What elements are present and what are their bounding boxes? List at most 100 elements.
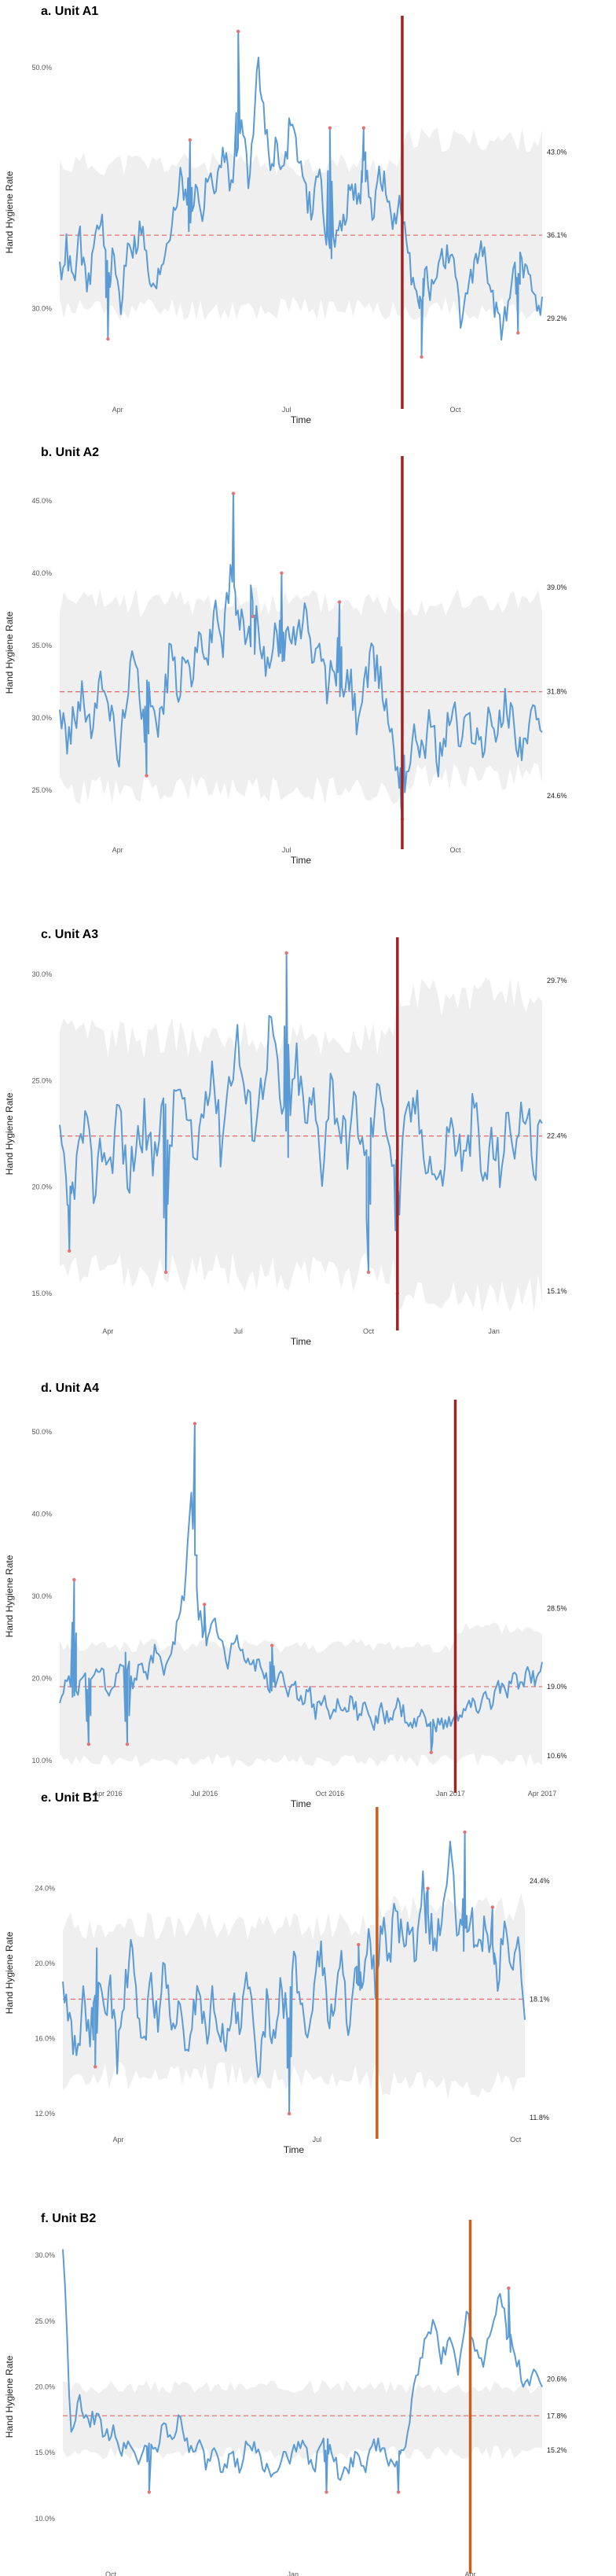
prediction-band [63,2379,542,2460]
reference-label: 28.5% [547,1605,567,1613]
x-tick-label: Oct [363,1327,375,1335]
y-tick-label: 10.0% [31,1757,52,1765]
reference-label: 17.8% [547,2412,567,2420]
outlier-point [463,1830,467,1834]
y-tick-label: 30.0% [31,305,52,313]
outlier-point [145,774,148,778]
x-tick-label: Apr [112,846,123,854]
outlier-point [280,571,284,575]
x-tick-label: Jul [233,1327,243,1335]
outlier-point [163,1270,168,1275]
outlier-point [396,2490,401,2494]
prediction-band [60,127,542,321]
chart-1: 30.0% 50.0% Apr Jul Oct 43.0% 36.1% 29.2% Time Ha… [4,16,567,425]
outlier-point [426,1886,430,1890]
x-tick-label: Apr 2016 [94,1790,123,1798]
x-tick-label: Apr [113,2136,124,2144]
y-tick-label: 25.0% [35,2317,55,2325]
outlier-point [490,1905,495,1909]
x-axis-label: Time [284,2144,305,2155]
x-tick-label: Oct 2016 [316,1790,345,1798]
y-tick-label: 20.0% [31,1675,52,1683]
y-tick-label: 40.0% [31,569,52,577]
outlier-point [192,1422,197,1426]
outlier-point [203,1603,207,1606]
chart-2: 25.0% 30.0% 35.0% 40.0% 45.0% Apr Jul Oct 39.0% 3… [4,456,567,866]
x-axis-label: Time [291,1798,312,1809]
reference-label: 22.4% [547,1132,567,1140]
y-tick-label: 20.0% [35,2383,55,2390]
x-tick-label: Apr [464,2570,475,2576]
y-tick-label: 30.0% [35,2251,55,2259]
x-tick-label: Oct [449,846,461,854]
y-tick-label: 25.0% [31,1076,52,1084]
series-line [62,1831,526,2115]
outlier-point [68,1249,72,1253]
series-line [59,492,543,820]
x-tick-label: Jan [288,2570,299,2576]
y-tick-label: 15.0% [31,1290,52,1297]
y-tick-label: 50.0% [31,64,52,72]
prediction-band [63,1893,525,2099]
reference-label: 43.0% [547,148,567,156]
outlier-point [361,126,366,130]
x-tick-label: Jul [282,406,292,414]
y-tick-label: 16.0% [35,2035,55,2043]
x-tick-label: Jul [282,846,292,854]
reference-label: 29.7% [547,977,567,984]
x-tick-label: Jan [488,1327,500,1335]
reference-label: 10.6% [547,1752,567,1760]
panel-title: b. Unit A2 [41,446,100,459]
reference-label: 31.8% [547,688,567,696]
y-tick-label: 30.0% [31,970,52,978]
outlier-point [337,600,342,604]
outlier-point [93,2065,97,2069]
outlier-point [516,331,520,335]
y-tick-label: 50.0% [31,1428,52,1436]
x-tick-label: Apr 2017 [528,1790,557,1798]
x-tick-label: Apr [102,1327,113,1335]
reference-label: 11.8% [530,2114,549,2122]
outlier-point [86,1742,91,1746]
y-tick-label: 30.0% [31,1592,52,1600]
outlier-point [188,138,192,142]
x-tick-label: Oct [449,406,461,414]
y-tick-label: 25.0% [31,786,52,794]
y-axis-label: Hand Hygiene Rate [4,2355,15,2438]
reference-label: 24.4% [530,1877,550,1885]
reference-label: 29.2% [547,315,567,322]
chart-5: 12.0% 16.0% 20.0% 24.0% Apr Jul Oct 24.4% 18.1% 1… [4,1807,550,2155]
outlier-point [287,2111,292,2116]
reference-label: 19.0% [547,1683,567,1691]
series-line [62,2249,543,2493]
y-tick-label: 24.0% [35,1885,55,1893]
y-tick-label: 20.0% [35,1960,55,1967]
y-tick-label: 30.0% [31,714,52,722]
y-axis-label: Hand Hygiene Rate [4,1931,15,2014]
panel-title: e. Unit B1 [41,1791,99,1805]
x-tick-label: Apr [112,406,123,414]
x-tick-label: Jul 2016 [191,1790,218,1798]
outlier-point [72,1577,76,1582]
y-tick-label: 20.0% [31,1183,52,1191]
reference-label: 39.0% [547,583,567,591]
outlier-point [324,2490,328,2494]
outlier-point [236,29,240,34]
outlier-point [507,2286,511,2291]
x-tick-label: Jan 2017 [436,1790,465,1798]
panel-title: f. Unit B2 [41,2212,97,2225]
panel-title: d. Unit A4 [41,1382,100,1395]
outlier-point [106,337,110,341]
reference-label: 15.1% [547,1287,567,1295]
y-axis-label: Hand Hygiene Rate [4,1092,15,1175]
x-axis-label: Time [291,855,312,866]
x-axis-label: Time [291,414,312,425]
panel-title: a. Unit A1 [41,5,99,18]
outlier-point [429,1750,433,1754]
outlier-point [420,355,424,359]
chart-4: 10.0% 20.0% 30.0% 40.0% 50.0% Apr 2016 Jul 201… [4,1400,567,1809]
y-tick-label: 10.0% [35,2515,55,2523]
prediction-band [60,587,542,805]
outlier-point [357,1942,361,1947]
outlier-point [147,2490,151,2494]
